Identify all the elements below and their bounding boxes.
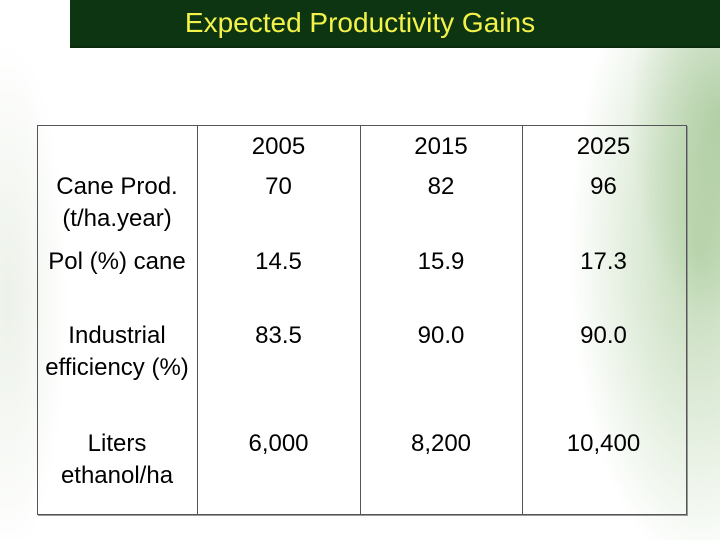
table-cell: 70: [265, 173, 292, 200]
year-header-2005: 2005: [251, 133, 306, 160]
row-label-liters-ethanol: Liters ethanol/ha: [60, 430, 174, 489]
year-header-2025: 2025: [576, 133, 631, 160]
productivity-table: [37, 125, 687, 515]
table-cell: 83.5: [255, 322, 302, 349]
table-cell: 90.0: [417, 322, 465, 349]
table-cell: 8,200: [410, 430, 472, 457]
slide-title: Expected Productivity Gains: [184, 7, 536, 38]
table-cell: 17.3: [580, 248, 627, 275]
column-divider: [522, 126, 523, 514]
row-label-cane-prod: Cane Prod. (t/ha.year): [56, 173, 178, 232]
row-label-industrial-efficiency: Industrial efficiency (%): [45, 322, 189, 381]
year-header-2015: 2015: [414, 133, 468, 160]
title-bar: [70, 0, 720, 48]
table-cell: 14.5: [255, 248, 302, 275]
table-cell: 96: [590, 173, 617, 200]
table-cell: 82: [427, 173, 455, 200]
column-divider: [197, 126, 198, 514]
column-divider: [360, 126, 361, 514]
table-cell: 6,000: [248, 430, 309, 457]
table-cell: 15.9: [417, 248, 465, 275]
row-label-pol-cane: Pol (%) cane: [48, 248, 186, 275]
table-cell: 10,400: [566, 430, 641, 457]
table-cell: 90.0: [580, 322, 627, 349]
